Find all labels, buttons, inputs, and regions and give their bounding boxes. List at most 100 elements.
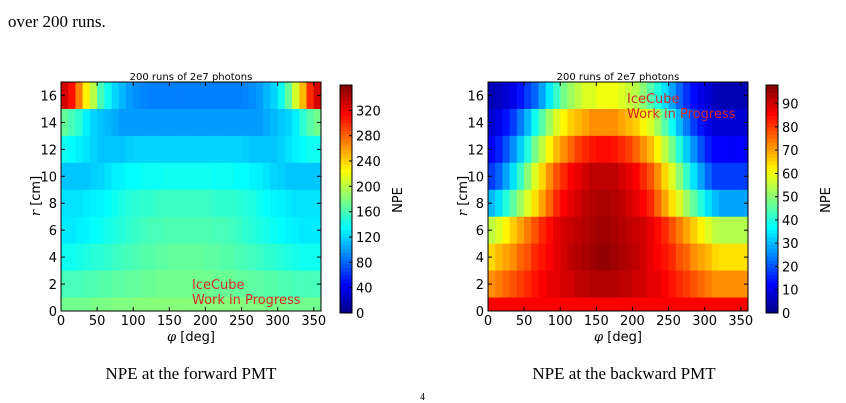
forward-heatmap-cell (97, 135, 105, 164)
backward-heatmap-cell (553, 297, 561, 312)
forward-heatmap-cell (212, 216, 221, 245)
forward-heatmap-cell (154, 108, 163, 137)
backward-colorbar-segment (766, 180, 778, 185)
backward-x-tick-label: 350 (728, 314, 753, 329)
forward-heatmap-cell (256, 216, 264, 245)
backward-heatmap-cell (733, 135, 742, 164)
backward-heatmap-cell (596, 243, 604, 271)
forward-colorbar-segment (340, 206, 352, 211)
backward-heatmap-cell (567, 189, 576, 218)
backward-heatmap-cell (495, 162, 503, 191)
backward-heatmap-cell (661, 243, 669, 271)
forward-heatmap-cell (104, 243, 112, 271)
backward-heatmap-cell (531, 108, 539, 137)
backward-heatmap-cell (589, 135, 597, 164)
forward-colorbar-tick-label: 280 (356, 130, 381, 145)
forward-heatmap-cell (169, 189, 177, 218)
backward-x-axis-label: φ [deg] (594, 330, 642, 345)
backward-heatmap-cell (610, 216, 619, 245)
forward-heatmap-cell (212, 297, 221, 312)
backward-heatmap-cell (603, 270, 612, 298)
forward-heatmap-cell (118, 82, 127, 110)
forward-colorbar-segment (340, 240, 352, 246)
forward-heatmap-cell (219, 162, 228, 191)
backward-heatmap-cell (553, 216, 561, 245)
forward-heatmap-cell (147, 270, 156, 298)
forward-heatmap-cell (191, 189, 199, 218)
forward-heatmap-cell (111, 297, 120, 312)
forward-heatmap-cell (219, 297, 228, 312)
backward-heatmap-cell (661, 270, 669, 298)
forward-colorbar-segment (340, 126, 352, 132)
forward-heatmap-cell (227, 108, 235, 137)
backward-heatmap-cell (495, 82, 503, 110)
backward-heatmap-cell (733, 189, 742, 218)
axis-symbol: φ (594, 330, 604, 345)
backward-heatmap-cell (726, 270, 734, 298)
forward-colorbar-segment (340, 119, 352, 124)
backward-heatmap-cell (545, 216, 554, 245)
backward-heatmap-cell (639, 243, 648, 271)
forward-heatmap-cell (154, 297, 163, 312)
backward-heatmap-cell (711, 108, 720, 137)
backward-heatmap-cell (538, 108, 547, 137)
backward-colorbar-segment (766, 229, 778, 234)
backward-heatmap-cell (560, 270, 568, 298)
forward-heatmap-cell (256, 270, 264, 298)
backward-heatmap-cell (603, 135, 612, 164)
backward-heatmap-cell (567, 243, 576, 271)
forward-heatmap-cell (111, 135, 120, 164)
forward-heatmap-cell (147, 243, 156, 271)
forward-heatmap-cell (306, 270, 315, 298)
forward-heatmap-cell (299, 189, 307, 218)
backward-colorbar-tick-label: 70 (782, 144, 799, 159)
forward-heatmap-cell (292, 82, 300, 110)
forward-heatmap-cell (104, 270, 112, 298)
forward-heatmap-cell (89, 297, 98, 312)
backward-heatmap-cell (560, 162, 568, 191)
forward-heatmap-cell (219, 108, 228, 137)
forward-heatmap-cell (82, 162, 91, 191)
backward-heatmap-cell (661, 297, 669, 312)
backward-colorbar-segment (766, 100, 778, 105)
forward-heatmap-cell (219, 135, 228, 164)
backward-heatmap-cell (531, 216, 539, 245)
backward-heatmap-cell (596, 297, 604, 312)
backward-heatmap-cell (553, 135, 561, 164)
forward-heatmap-cell (176, 216, 185, 245)
backward-heatmap-cell (618, 216, 626, 245)
backward-heatmap-cell (719, 270, 727, 298)
forward-heatmap-cell (248, 297, 257, 312)
backward-heatmap-cell (560, 243, 568, 271)
backward-heatmap-cell (495, 297, 503, 312)
backward-heatmap-cell (618, 135, 626, 164)
backward-heatmap-cell (560, 189, 568, 218)
forward-heatmap-cell (198, 108, 206, 137)
backward-colorbar-segment (766, 123, 778, 128)
forward-heatmap-cell (82, 82, 91, 110)
backward-heatmap-cell (610, 297, 619, 312)
forward-colorbar-segment (340, 210, 352, 215)
backward-heatmap-cell (675, 243, 684, 271)
backward-heatmap-cell (603, 243, 612, 271)
forward-heatmap-cell (126, 162, 134, 191)
forward-heatmap-cell (68, 216, 76, 245)
backward-heatmap-cell (690, 135, 698, 164)
backward-heatmap-cell (719, 135, 727, 164)
forward-heatmap-cell (306, 297, 315, 312)
backward-heatmap-cell (697, 297, 706, 312)
backward-colorbar-segment (766, 119, 778, 124)
forward-x-tick-label: 200 (193, 314, 218, 329)
forward-heatmap-cell (248, 162, 257, 191)
forward-heatmap-cell (133, 108, 141, 137)
forward-colorbar-segment (340, 309, 352, 314)
backward-heatmap-cell (531, 135, 539, 164)
forward-colorbar-segment (340, 218, 352, 223)
backward-heatmap-cell (538, 270, 547, 298)
backward-heatmap-cell (668, 162, 677, 191)
forward-heatmap-cell (89, 243, 98, 271)
backward-y-tick-label: 10 (467, 170, 484, 185)
backward-heatmap-cell (704, 162, 713, 191)
backward-heatmap-cell (610, 108, 619, 137)
